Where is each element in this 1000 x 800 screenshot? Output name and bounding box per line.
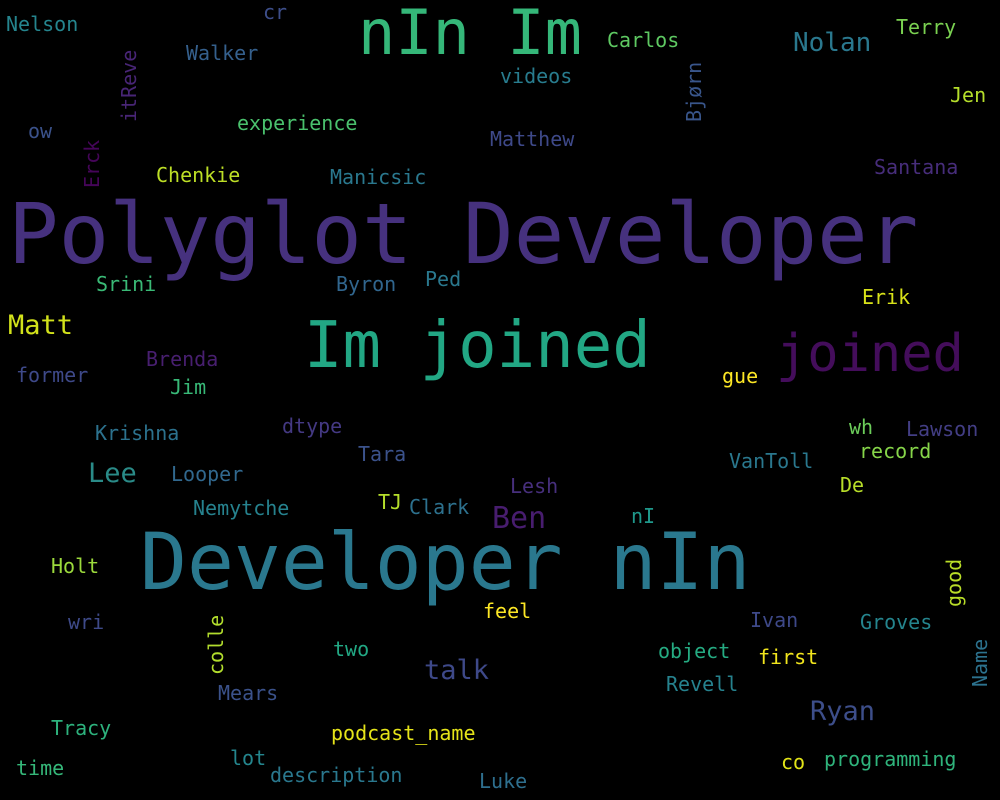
word-time: time — [16, 756, 65, 780]
word-carlos: Carlos — [607, 28, 680, 52]
word-lesh: Lesh — [510, 474, 559, 498]
word-clark: Clark — [409, 495, 470, 519]
word-good: good — [942, 558, 966, 607]
word-im-joined: Im joined — [304, 309, 651, 383]
word-nemytche: Nemytche — [193, 496, 290, 520]
word-nolan: Nolan — [793, 28, 872, 58]
word-co: co — [781, 750, 806, 774]
word-record: record — [859, 439, 932, 463]
word-nelson: Nelson — [6, 12, 79, 36]
word-first: first — [758, 645, 819, 669]
word-ped: Ped — [425, 267, 462, 291]
word-object: object — [658, 639, 731, 663]
word-developer-nin: Developer nIn — [140, 518, 751, 608]
word-luke: Luke — [479, 769, 528, 793]
word-description: description — [270, 763, 403, 787]
word-erik: Erik — [862, 285, 911, 309]
word-brenda: Brenda — [146, 347, 219, 371]
word-feel: feel — [483, 599, 532, 623]
word-dtype: dtype — [282, 414, 343, 438]
word-vantoll: VanToll — [729, 449, 814, 473]
word-gue: gue — [722, 364, 759, 388]
word-lee: Lee — [88, 458, 137, 489]
word-mears: Mears — [218, 681, 279, 705]
word-tracy: Tracy — [51, 716, 112, 740]
word-colle: colle — [204, 614, 228, 675]
word-manicsic: Manicsic — [330, 165, 427, 189]
word-jen: Jen — [950, 83, 987, 107]
word-ben: Ben — [492, 501, 547, 536]
word-srini: Srini — [96, 272, 157, 296]
word-programming: programming — [824, 747, 957, 771]
word-ryan: Ryan — [810, 696, 876, 727]
word-walker: Walker — [186, 41, 259, 65]
word-tj: TJ — [378, 490, 403, 514]
word-name: Name — [968, 638, 992, 687]
word-de: De — [840, 473, 865, 497]
word-talk: talk — [424, 655, 490, 686]
word-ow: ow — [28, 119, 53, 143]
word-wh: wh — [849, 415, 874, 439]
word-chenkie: Chenkie — [156, 163, 241, 187]
word-wri: wri — [68, 610, 105, 634]
word-byron: Byron — [336, 272, 397, 296]
word-lot: lot — [230, 746, 267, 770]
word-revell: Revell — [666, 672, 739, 696]
word-looper: Looper — [171, 462, 244, 486]
word-matthew: Matthew — [490, 127, 575, 151]
word-bjorn: Bjørn — [682, 61, 706, 122]
word-santana: Santana — [874, 155, 959, 179]
word-holt: Holt — [51, 554, 100, 578]
word-nin-im: nIn Im — [358, 0, 582, 69]
word-joined: joined — [776, 324, 964, 384]
word-matt: Matt — [8, 310, 74, 341]
word-erck: Erck — [80, 139, 104, 188]
word-itreve: itReve — [117, 49, 141, 122]
word-krishna: Krishna — [95, 421, 180, 445]
word-lawson: Lawson — [906, 417, 979, 441]
word-ivan: Ivan — [750, 608, 799, 632]
word-two: two — [333, 637, 370, 661]
word-videos: videos — [500, 64, 573, 88]
word-ni: nI — [631, 504, 656, 528]
word-former: former — [16, 363, 89, 387]
word-podcast-name: podcast_name — [331, 721, 476, 745]
word-experience: experience — [237, 111, 358, 135]
word-jim: Jim — [170, 375, 207, 399]
word-tara: Tara — [358, 442, 407, 466]
word-cr: cr — [263, 0, 288, 24]
word-terry: Terry — [896, 15, 957, 39]
word-polyglot-developer: Polyglot Developer — [8, 185, 919, 283]
word-groves: Groves — [860, 610, 933, 634]
